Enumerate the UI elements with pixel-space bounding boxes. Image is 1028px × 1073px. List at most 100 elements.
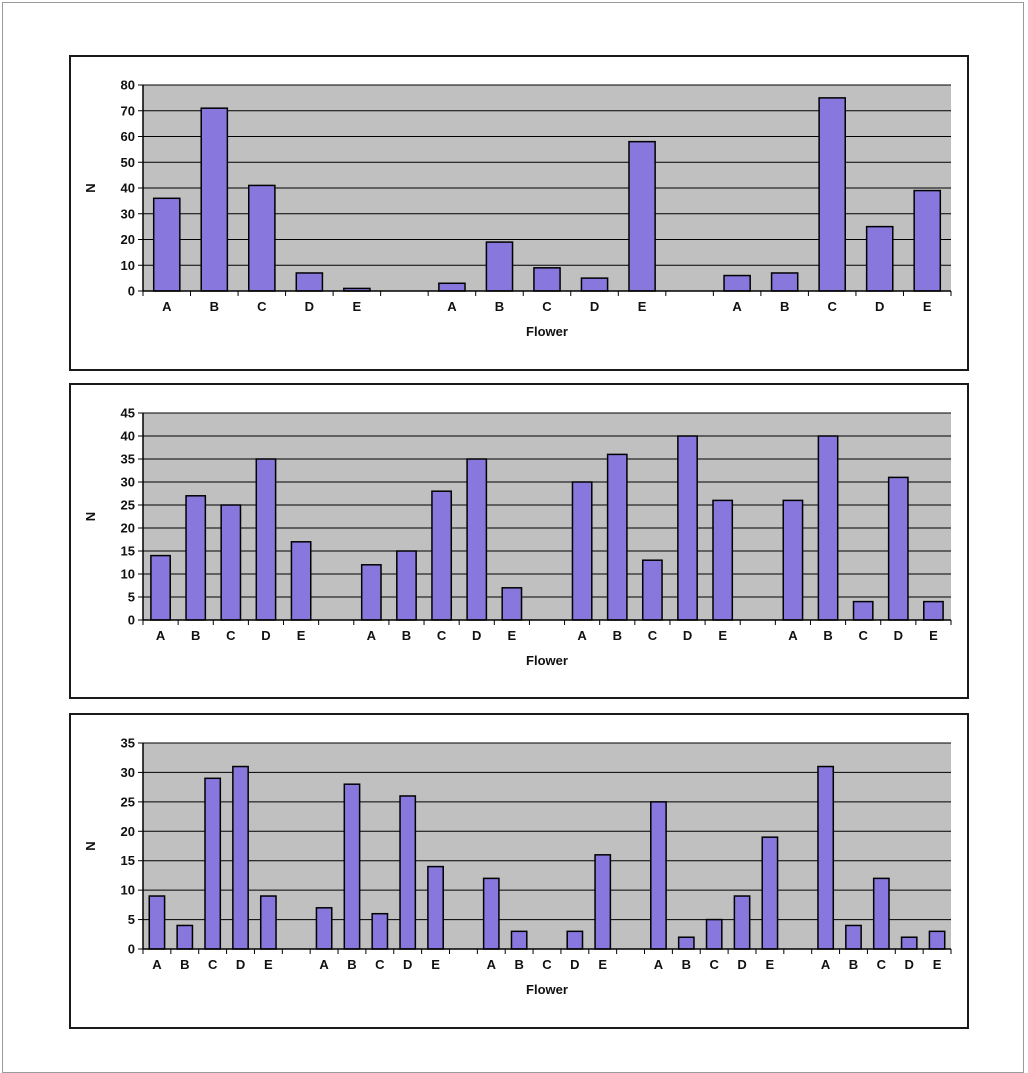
x-tick-label: B	[682, 957, 691, 972]
x-tick-label: A	[788, 628, 798, 643]
x-tick-label: B	[191, 628, 200, 643]
y-axis-title: N	[83, 512, 98, 521]
x-tick-label: A	[447, 299, 457, 314]
x-tick-label: D	[570, 957, 579, 972]
bar-e-group-2	[427, 865, 444, 950]
x-tick-label: E	[353, 299, 362, 314]
bar-e-group-3	[913, 189, 942, 292]
bar-e-group-2	[501, 587, 523, 621]
bar-e-group-1	[290, 541, 312, 621]
y-tick-label: 0	[128, 942, 135, 957]
y-tick-label: 30	[121, 206, 135, 221]
bar-chart-1: 0 10 20 30 40 50 60 70 80 A B C D E A B C D E A B C D E Flower N	[83, 78, 952, 339]
y-tick-label: 30	[121, 765, 135, 780]
x-tick-label: B	[347, 957, 356, 972]
x-tick-label: C	[542, 957, 552, 972]
x-tick-label: B	[495, 299, 504, 314]
bar-b-group-4	[677, 936, 695, 950]
bar-a-group-3	[723, 274, 751, 292]
bar-d-group-2	[466, 458, 488, 621]
y-tick-label: 15	[121, 544, 135, 559]
x-tick-label: E	[431, 957, 440, 972]
bar-e-group-1	[259, 895, 277, 950]
x-tick-label: A	[162, 299, 172, 314]
bar-b-group-3	[510, 930, 528, 950]
x-tick-label: B	[402, 628, 411, 643]
bar-d-group-3	[677, 435, 698, 621]
bar-c-group-1	[204, 777, 222, 950]
x-tick-label: C	[827, 299, 837, 314]
y-tick-label: 80	[121, 78, 135, 93]
y-tick-label: 40	[121, 429, 135, 444]
x-tick-label: C	[257, 299, 267, 314]
bar-c-group-4	[705, 918, 723, 950]
x-tick-label: E	[598, 957, 607, 972]
x-tick-label: D	[403, 957, 412, 972]
y-tick-label: 15	[121, 853, 135, 868]
x-tick-label: B	[613, 628, 622, 643]
x-tick-label: E	[933, 957, 942, 972]
x-tick-label: D	[590, 299, 599, 314]
x-tick-label: B	[210, 299, 219, 314]
x-tick-label: D	[894, 628, 903, 643]
x-tick-label: B	[180, 957, 189, 972]
bar-b-group-4	[817, 435, 839, 621]
bar-a-group-5	[817, 765, 835, 950]
x-tick-label: E	[297, 628, 306, 643]
bar-c-group-3	[818, 97, 846, 292]
bar-a-group-3	[571, 481, 593, 621]
bar-d-group-4	[733, 895, 751, 950]
y-tick-label: 50	[121, 155, 135, 170]
bar-a-group-1	[150, 554, 171, 621]
x-tick-label: A	[152, 957, 162, 972]
y-tick-label: 45	[121, 406, 135, 421]
bar-e-group-3	[594, 854, 612, 950]
x-tick-label: A	[821, 957, 831, 972]
bar-b-group-2	[343, 783, 361, 950]
y-tick-label: 0	[128, 613, 135, 628]
x-tick-label: E	[264, 957, 273, 972]
bar-c-group-3	[641, 559, 663, 621]
bar-b-group-1	[200, 107, 229, 292]
y-tick-label: 70	[121, 103, 135, 118]
bar-c-group-1	[248, 184, 276, 292]
x-tick-label: D	[261, 628, 270, 643]
x-tick-label: A	[654, 957, 664, 972]
bar-d-group-2	[580, 277, 609, 292]
x-axis-title: Flower	[526, 982, 568, 997]
y-tick-label: 60	[121, 129, 135, 144]
x-tick-label: C	[375, 957, 385, 972]
bar-d-group-3	[566, 930, 584, 950]
bar-c-group-2	[431, 490, 453, 621]
x-tick-label: C	[226, 628, 236, 643]
x-tick-label: B	[780, 299, 789, 314]
bar-chart-3: 0 5 10 15 20 25 30 35 A B C D E A B C D E A B C D E A B C D E A B C D E F…	[83, 736, 952, 997]
bar-d-group-2	[399, 795, 417, 950]
x-tick-label: C	[208, 957, 218, 972]
x-tick-label: A	[367, 628, 377, 643]
bar-b-group-3	[770, 272, 799, 292]
bar-a-group-2	[360, 564, 382, 621]
bar-d-group-1	[232, 765, 249, 950]
x-tick-label: C	[858, 628, 868, 643]
y-tick-label: 20	[121, 824, 135, 839]
bar-c-group-2	[533, 267, 561, 292]
bar-c-group-2	[371, 912, 389, 950]
bar-c-group-1	[220, 504, 242, 621]
x-tick-label: E	[508, 628, 517, 643]
y-tick-label: 5	[128, 590, 135, 605]
y-tick-label: 25	[121, 794, 135, 809]
chart-panel-3: 0 5 10 15 20 25 30 35 A B C D E A B C D E A B C D E A B C D E A B C D E F…	[69, 713, 969, 1029]
x-tick-label: E	[718, 628, 727, 643]
bar-b-group-1	[185, 495, 207, 621]
y-tick-label: 10	[121, 567, 135, 582]
bar-a-group-4	[650, 801, 667, 950]
y-tick-label: 5	[128, 912, 135, 927]
x-tick-label: E	[923, 299, 932, 314]
y-tick-label: 0	[128, 284, 135, 299]
bar-e-group-5	[928, 930, 946, 950]
x-tick-label: E	[766, 957, 775, 972]
x-tick-label: E	[929, 628, 938, 643]
bar-d-group-4	[887, 476, 909, 621]
x-tick-label: D	[683, 628, 692, 643]
